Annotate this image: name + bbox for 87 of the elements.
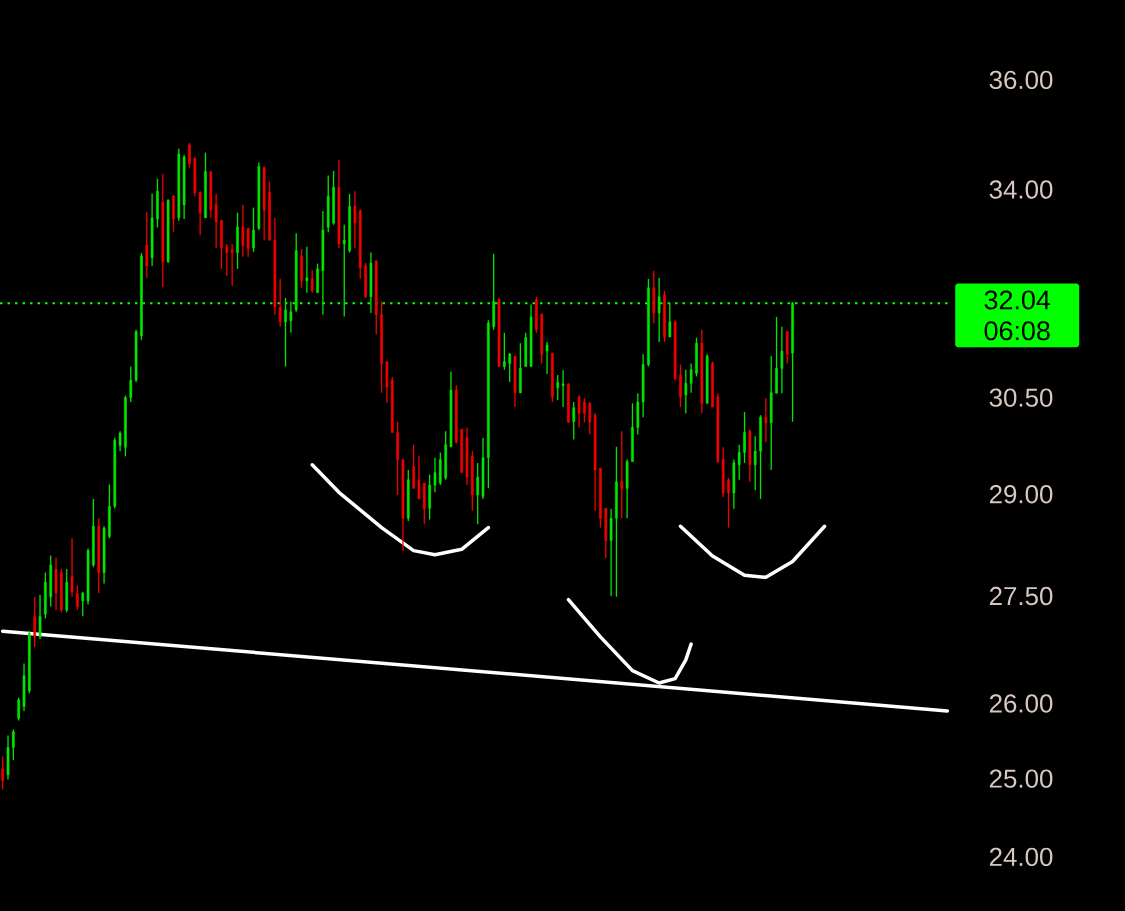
candlestick [615, 446, 618, 598]
candlestick [118, 430, 122, 452]
y-tick-label: 27.50 [989, 586, 1053, 606]
candlestick [268, 180, 271, 241]
candlestick [711, 360, 714, 408]
candlestick [583, 397, 586, 424]
candlestick [204, 152, 207, 219]
candlestick [70, 537, 74, 598]
candlestick [38, 594, 42, 640]
candlestick [764, 397, 768, 443]
candlestick [220, 219, 223, 270]
candlestick [743, 411, 746, 464]
candlestick [439, 451, 442, 486]
candlestick [780, 326, 784, 394]
candlestick [316, 262, 319, 294]
candlestick [140, 252, 143, 341]
candlestick [599, 467, 602, 529]
candlestick [284, 297, 287, 368]
candlestick [572, 401, 576, 441]
candlestick [609, 508, 613, 597]
candlestick [252, 206, 255, 253]
candlestick [791, 301, 794, 423]
candlestick [188, 142, 191, 169]
candlestick [753, 435, 757, 491]
candlestick [412, 444, 415, 489]
candlestick [561, 369, 565, 408]
y-tick-label: 26.00 [989, 694, 1053, 713]
candlestick [508, 352, 512, 383]
candlestick [417, 455, 421, 500]
candlestick [236, 212, 239, 270]
candlestick [567, 382, 570, 424]
candlestick [60, 568, 63, 613]
candlestick [76, 584, 79, 611]
candlestick [679, 363, 682, 408]
candlestick [300, 248, 303, 289]
ref-line-label: 32.04 06:08 [984, 290, 1051, 341]
candlestick [353, 190, 357, 249]
candlestick [12, 728, 15, 762]
y-tick-label: 36.00 [989, 70, 1053, 90]
candlestick [503, 332, 506, 371]
y-tick-label: 34.00 [989, 180, 1053, 199]
candlestick [108, 483, 111, 539]
candlestick [759, 414, 762, 500]
candlestick [556, 374, 560, 401]
candlestick [310, 269, 314, 294]
y-tick-label: 30.50 [989, 388, 1053, 407]
candlestick [588, 401, 592, 436]
candlestick [172, 194, 175, 233]
candlestick [348, 193, 351, 254]
candlestick [647, 278, 650, 368]
candlestick [92, 498, 95, 568]
candlestick [289, 300, 293, 334]
candlestick [785, 330, 789, 365]
candlestick [145, 211, 149, 279]
y-tick-label: 29.00 [989, 485, 1053, 504]
candlestick [727, 477, 730, 529]
candlestick [476, 462, 479, 525]
candlestick [428, 473, 431, 521]
candlestick [81, 591, 85, 618]
candlestick [396, 421, 399, 496]
candlestick [695, 336, 698, 378]
candlestick [535, 296, 538, 334]
candlestick [657, 277, 661, 343]
candlestick [631, 402, 634, 463]
candlestick [156, 178, 159, 229]
candlestick [17, 696, 20, 722]
candlestick [305, 246, 309, 294]
y-tick-label: 25.00 [989, 769, 1053, 788]
candlestick [775, 316, 778, 394]
candlestick [33, 596, 37, 648]
candlestick [433, 457, 437, 493]
candlestick [545, 341, 549, 375]
candlestick [577, 394, 581, 429]
candlestick [332, 170, 335, 226]
candlestick [124, 395, 127, 458]
line-series [310, 463, 491, 557]
candlestick [663, 290, 666, 343]
candlestick [342, 224, 346, 318]
line-series [678, 524, 827, 580]
candlestick [129, 365, 133, 403]
candlestick [551, 352, 554, 403]
y-tick-label: 24.00 [989, 847, 1053, 867]
candlestick [380, 300, 383, 394]
candlestick [620, 430, 624, 519]
candlestick [364, 262, 367, 299]
candlestick [668, 302, 672, 338]
candlestick [1, 755, 4, 791]
